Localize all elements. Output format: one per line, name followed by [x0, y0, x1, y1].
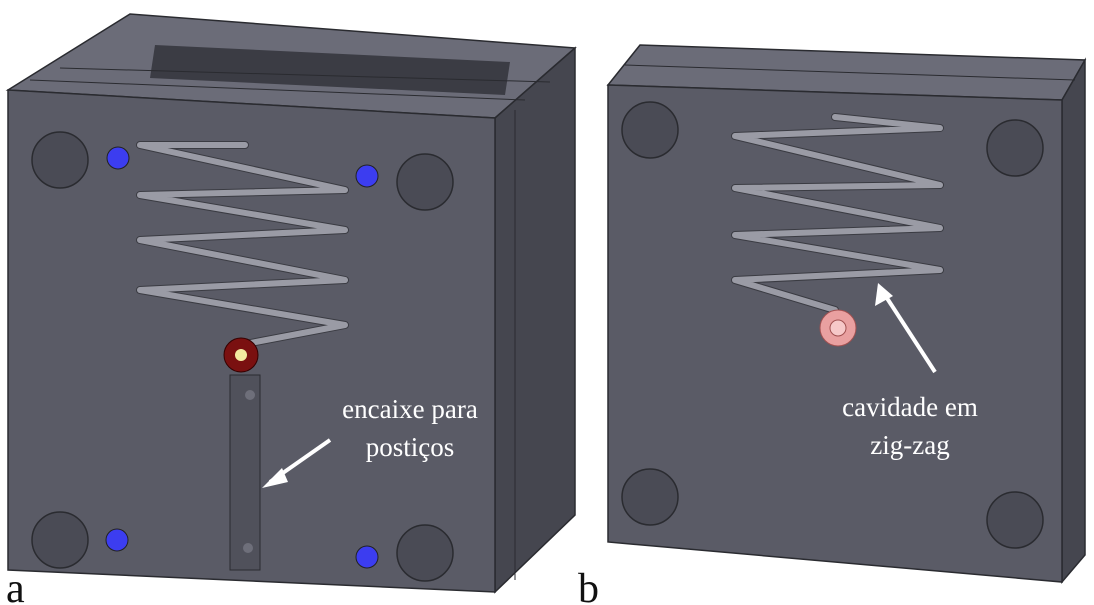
annotation-line: postiços	[366, 432, 455, 462]
annotation-line: cavidade em	[842, 392, 978, 422]
annotation-line: zig-zag	[870, 430, 949, 460]
figure: encaixe para postiços a cavidade em zig-…	[0, 0, 1094, 605]
annotation-line: encaixe para	[342, 394, 478, 424]
mold-plate-b: cavidade em zig-zag b	[578, 45, 1085, 605]
panel-label: b	[578, 566, 599, 605]
mold-plate-a: encaixe para postiços a	[6, 14, 575, 605]
panel-label: a	[6, 566, 25, 605]
